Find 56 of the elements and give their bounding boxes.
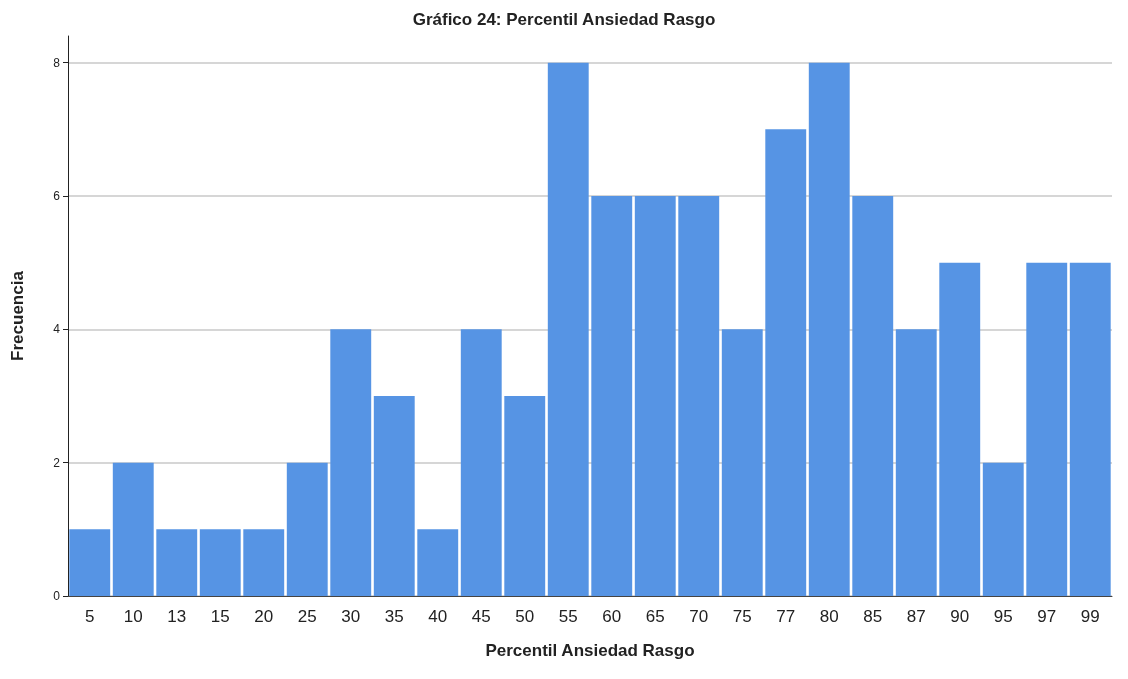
y-tick-label: 6 — [53, 189, 61, 203]
x-tick-label: 30 — [341, 607, 361, 626]
y-tick-label: 4 — [53, 322, 61, 337]
bar — [852, 196, 894, 596]
x-tick-label: 25 — [297, 607, 317, 626]
bar — [112, 462, 154, 596]
bar — [199, 529, 241, 596]
x-tick-label: 13 — [167, 607, 187, 626]
x-tick-label: 40 — [428, 607, 448, 626]
x-tick-label: 85 — [863, 607, 883, 626]
bar — [634, 196, 676, 596]
bar — [721, 329, 763, 596]
y-axis-title: Frecuencia — [8, 270, 27, 361]
bar — [1026, 262, 1068, 596]
x-tick-label: 90 — [950, 607, 970, 626]
bar — [982, 462, 1024, 596]
x-axis-title: Percentil Ansiedad Rasgo — [485, 641, 695, 660]
x-tick-label: 55 — [558, 607, 578, 626]
x-tick-label: 75 — [732, 607, 752, 626]
x-tick-label: 50 — [515, 607, 535, 626]
x-tick-label: 65 — [645, 607, 665, 626]
bar — [417, 529, 459, 596]
x-tick-label: 80 — [819, 607, 839, 626]
y-tick-label: 0 — [53, 589, 61, 603]
chart-title: Gráfico 24: Percentil Ansiedad Rasgo — [412, 10, 716, 29]
x-tick-label: 95 — [993, 607, 1013, 626]
bar — [373, 396, 415, 596]
x-tick-label: 10 — [123, 607, 143, 626]
bar — [591, 196, 633, 596]
bar — [939, 262, 981, 596]
x-tick-label: 77 — [776, 607, 796, 626]
x-tick-label: 60 — [602, 607, 622, 626]
x-tick-label: 97 — [1037, 607, 1057, 626]
bar — [460, 329, 502, 596]
y-tick-label: 8 — [53, 55, 61, 70]
x-tick-label: 99 — [1080, 607, 1100, 626]
bar — [547, 62, 589, 596]
bar — [1069, 262, 1111, 596]
x-tick-label: 20 — [254, 607, 274, 626]
bar — [765, 129, 807, 596]
x-tick-label: 87 — [906, 607, 926, 626]
bar — [286, 462, 328, 596]
x-tick-label: 70 — [689, 607, 709, 626]
bar — [504, 396, 546, 596]
x-tick-label: 45 — [471, 607, 491, 626]
y-tick-label: 2 — [53, 455, 61, 470]
bar — [895, 329, 937, 596]
bar — [330, 329, 372, 596]
bar — [678, 196, 720, 596]
bar — [156, 529, 198, 596]
x-tick-label: 15 — [210, 607, 230, 626]
x-tick-label: 5 — [85, 607, 95, 626]
bar — [69, 529, 111, 596]
x-tick-label: 35 — [384, 607, 404, 626]
bar — [808, 62, 850, 596]
bar — [243, 529, 285, 596]
